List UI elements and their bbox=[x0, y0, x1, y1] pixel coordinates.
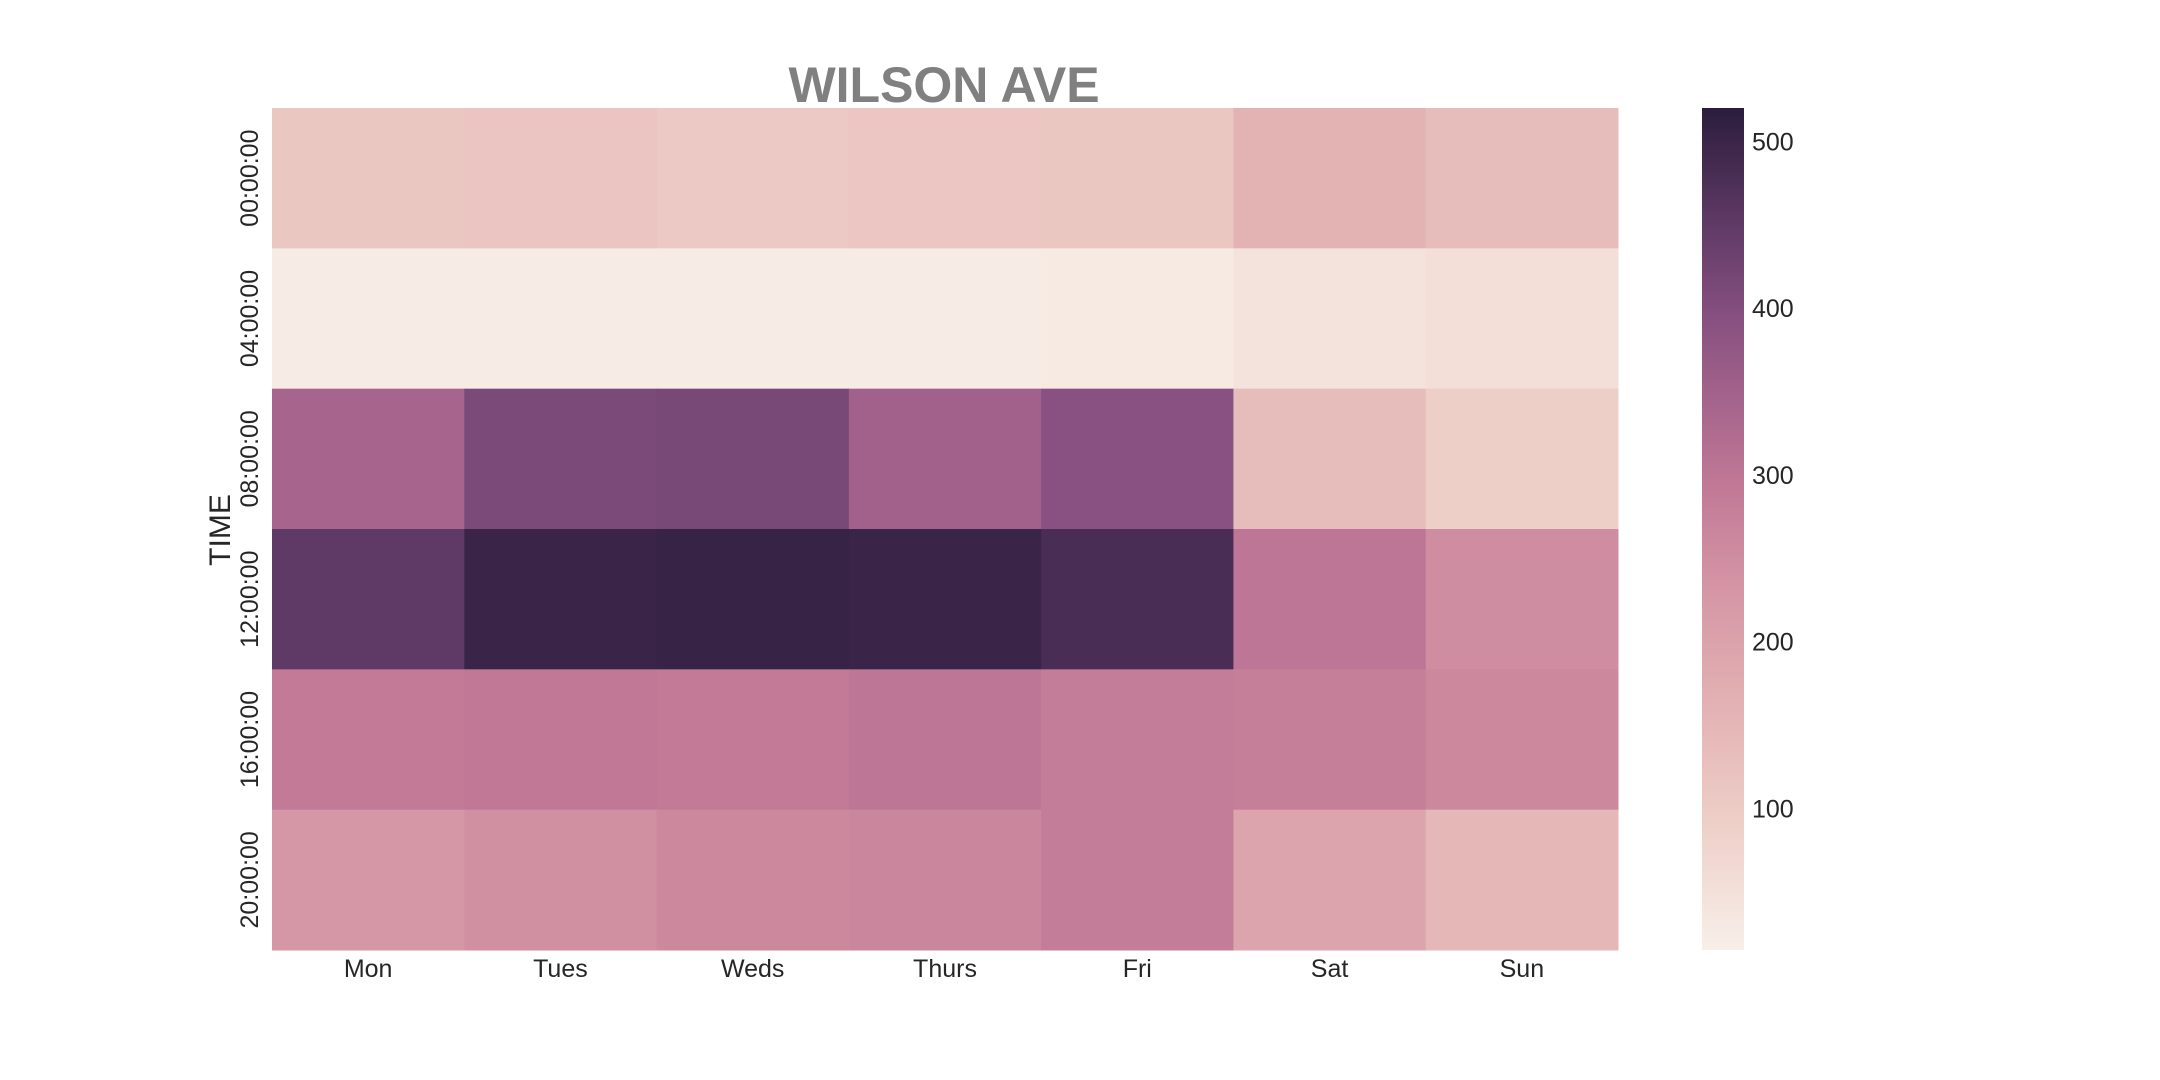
heatmap-cell bbox=[1233, 108, 1427, 249]
heatmap-cell bbox=[848, 248, 1042, 390]
heatmap-cell bbox=[1041, 108, 1234, 249]
x-tick-label: Weds bbox=[721, 955, 784, 983]
heatmap-cell bbox=[1233, 669, 1427, 811]
y-tick-label: 12:00:00 bbox=[236, 551, 264, 648]
heatmap-cell bbox=[272, 108, 465, 249]
heatmap-cell bbox=[464, 388, 658, 530]
colorbar bbox=[1702, 108, 1744, 950]
y-tick-label: 20:00:00 bbox=[236, 831, 264, 928]
heatmap-cell bbox=[1233, 529, 1427, 670]
heatmap-cell bbox=[1233, 809, 1427, 951]
heatmap-cell bbox=[1041, 529, 1234, 670]
heatmap-cell bbox=[1041, 388, 1234, 530]
colorbar-tick-label: 500 bbox=[1752, 128, 1794, 156]
heatmap-cell bbox=[464, 248, 658, 390]
heatmap-cell bbox=[848, 108, 1042, 249]
heatmap-cell bbox=[464, 809, 658, 951]
heatmap-cell bbox=[464, 108, 658, 249]
heatmap-cell bbox=[656, 669, 850, 811]
heatmap-cell bbox=[1425, 669, 1619, 811]
colorbar-tick-labels: 100 200 300 400 500 bbox=[1752, 128, 1794, 823]
heatmap-cell bbox=[1425, 809, 1619, 951]
heatmap-cell bbox=[1233, 248, 1427, 390]
heatmap-cell bbox=[1425, 248, 1619, 390]
heatmap-cell bbox=[656, 809, 850, 951]
heatmap-cell bbox=[656, 529, 850, 670]
heatmap-cells bbox=[272, 108, 1619, 951]
heatmap-cell bbox=[656, 248, 850, 390]
heatmap-cell bbox=[848, 529, 1042, 670]
heatmap-cell bbox=[464, 529, 658, 670]
x-tick-label: Sat bbox=[1311, 955, 1349, 983]
heatmap-cell bbox=[1041, 248, 1234, 390]
heatmap-cell bbox=[272, 809, 465, 951]
heatmap-cell bbox=[272, 529, 465, 670]
y-tick-label: 08:00:00 bbox=[236, 410, 264, 507]
y-tick-label: 16:00:00 bbox=[236, 691, 264, 788]
x-tick-label: Sun bbox=[1500, 955, 1544, 983]
heatmap-cell bbox=[272, 248, 465, 390]
y-tick-labels: 00:00:00 04:00:00 08:00:00 12:00:00 16:00:00… bbox=[236, 130, 264, 929]
colorbar-tick-label: 400 bbox=[1752, 295, 1794, 323]
chart-title: WILSON AVE bbox=[788, 57, 1099, 113]
heatmap-cell bbox=[848, 809, 1042, 951]
heatmap-cell bbox=[1425, 108, 1619, 249]
x-tick-label: Thurs bbox=[913, 955, 977, 983]
x-tick-label: Fri bbox=[1123, 955, 1152, 983]
colorbar-tick-label: 200 bbox=[1752, 629, 1794, 657]
y-tick-label: 04:00:00 bbox=[236, 270, 264, 367]
colorbar-tick-label: 100 bbox=[1752, 795, 1794, 823]
heatmap-cell bbox=[848, 388, 1042, 530]
colorbar-tick-label: 300 bbox=[1752, 462, 1794, 490]
heatmap-cell bbox=[1233, 388, 1427, 530]
x-tick-label: Mon bbox=[344, 955, 393, 983]
heatmap-cell bbox=[1425, 388, 1619, 530]
heatmap-cell bbox=[656, 108, 850, 249]
heatmap-cell bbox=[464, 669, 658, 811]
y-axis-label: TIME bbox=[204, 494, 237, 566]
heatmap-cell bbox=[848, 669, 1042, 811]
x-tick-label: Tues bbox=[533, 955, 588, 983]
heatmap-cell bbox=[272, 669, 465, 811]
x-tick-labels: Mon Tues Weds Thurs Fri Sat Sun bbox=[344, 955, 1544, 983]
heatmap-cell bbox=[1041, 669, 1234, 811]
heatmap-cell bbox=[1425, 529, 1619, 670]
heatmap-cell bbox=[656, 388, 850, 530]
heatmap-cell bbox=[1041, 809, 1234, 951]
heatmap-cell bbox=[272, 388, 465, 530]
y-tick-label: 00:00:00 bbox=[236, 130, 264, 227]
